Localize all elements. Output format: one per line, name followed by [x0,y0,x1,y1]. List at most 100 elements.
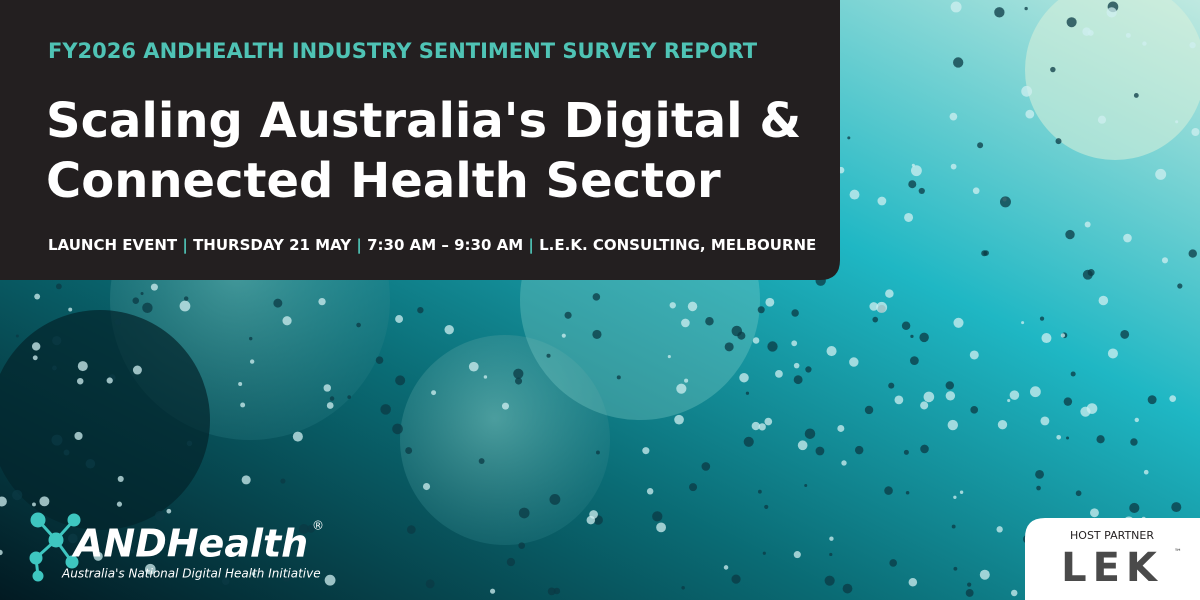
bubble [1175,120,1179,124]
bubble [32,355,38,361]
bubble [592,329,602,340]
bubble [758,489,762,494]
bubble [826,346,837,357]
bubble [347,395,352,399]
bubble [950,1,962,13]
bubble [356,322,361,328]
bubble [130,549,135,554]
bubble [1007,398,1011,403]
bubble [306,524,315,533]
bubble [1191,127,1200,137]
bubble [775,370,783,378]
partner-label: HOST PARTNER [1070,529,1154,542]
bubble [52,335,62,346]
bubble [506,557,516,567]
bubble [849,189,860,200]
bubble [489,588,496,594]
bubble [1143,469,1149,475]
bubble [1142,41,1147,46]
bubble [77,361,88,372]
bubble [951,524,956,529]
bubble [904,212,914,222]
bubble [908,577,918,587]
bubble [920,444,929,454]
bubble [864,405,874,415]
bubble [919,332,929,343]
bubble [842,583,853,594]
logo-mark: ® [312,519,324,533]
bubble [970,406,979,414]
bubble [1087,269,1095,277]
bubble [849,357,859,367]
bubble [669,302,676,309]
bubble [1177,283,1183,289]
bubble [793,375,803,385]
bubble [793,362,800,369]
bubble [549,494,561,505]
bubble [923,391,935,403]
bubble [190,531,195,536]
bubble [1096,435,1105,444]
bubble [1039,316,1045,321]
bubble [994,7,1005,18]
bubble [1021,321,1025,325]
bubble [689,483,698,492]
bubble [1147,395,1157,405]
bubble [681,586,685,590]
bubble [804,484,808,488]
bubble [1123,233,1132,243]
bubble [676,383,687,394]
bubble [885,289,894,298]
bubble [375,356,384,364]
bubble [1063,397,1073,406]
event-details: LAUNCH EVENT | THURSDAY 21 MAY | 7:30 AM… [48,236,816,255]
bubble [920,401,929,410]
bubble [1082,27,1091,36]
bubble [877,196,887,206]
bubble [154,510,165,521]
bubble [752,337,760,344]
bubble [953,57,964,68]
bubble [276,549,286,560]
separator: | [351,236,367,255]
bubble [805,366,812,373]
bubble [93,551,103,561]
bubble [1040,416,1050,426]
bubble [950,163,957,170]
bubble [983,250,989,256]
bubble [0,496,7,507]
bubble [764,504,769,509]
bubble [292,431,303,442]
bubble [945,391,956,401]
orb [1025,0,1200,160]
bubble [739,372,749,383]
bubble [501,402,510,410]
bubble [1066,436,1070,440]
bubble [114,318,121,326]
bubble [1084,221,1091,228]
bubble [52,365,57,371]
bubble [953,317,964,328]
bubble [1035,469,1044,479]
bubble [979,569,990,580]
bubble [117,475,124,482]
bubble [791,340,798,347]
bubble [764,417,773,426]
bubble [1161,257,1169,264]
bubble [592,293,601,301]
logo-icon [29,512,81,582]
bubble [483,375,488,379]
bubble [380,404,391,415]
bubble [959,490,964,494]
bubble [395,315,404,323]
bubble [723,565,729,570]
bubble [170,541,177,548]
bubble [841,460,847,466]
bubble [656,522,666,533]
bubble [1021,85,1033,97]
bubble [238,381,243,386]
bubble [318,297,326,306]
bubble [116,501,123,507]
bubble [996,526,1003,533]
